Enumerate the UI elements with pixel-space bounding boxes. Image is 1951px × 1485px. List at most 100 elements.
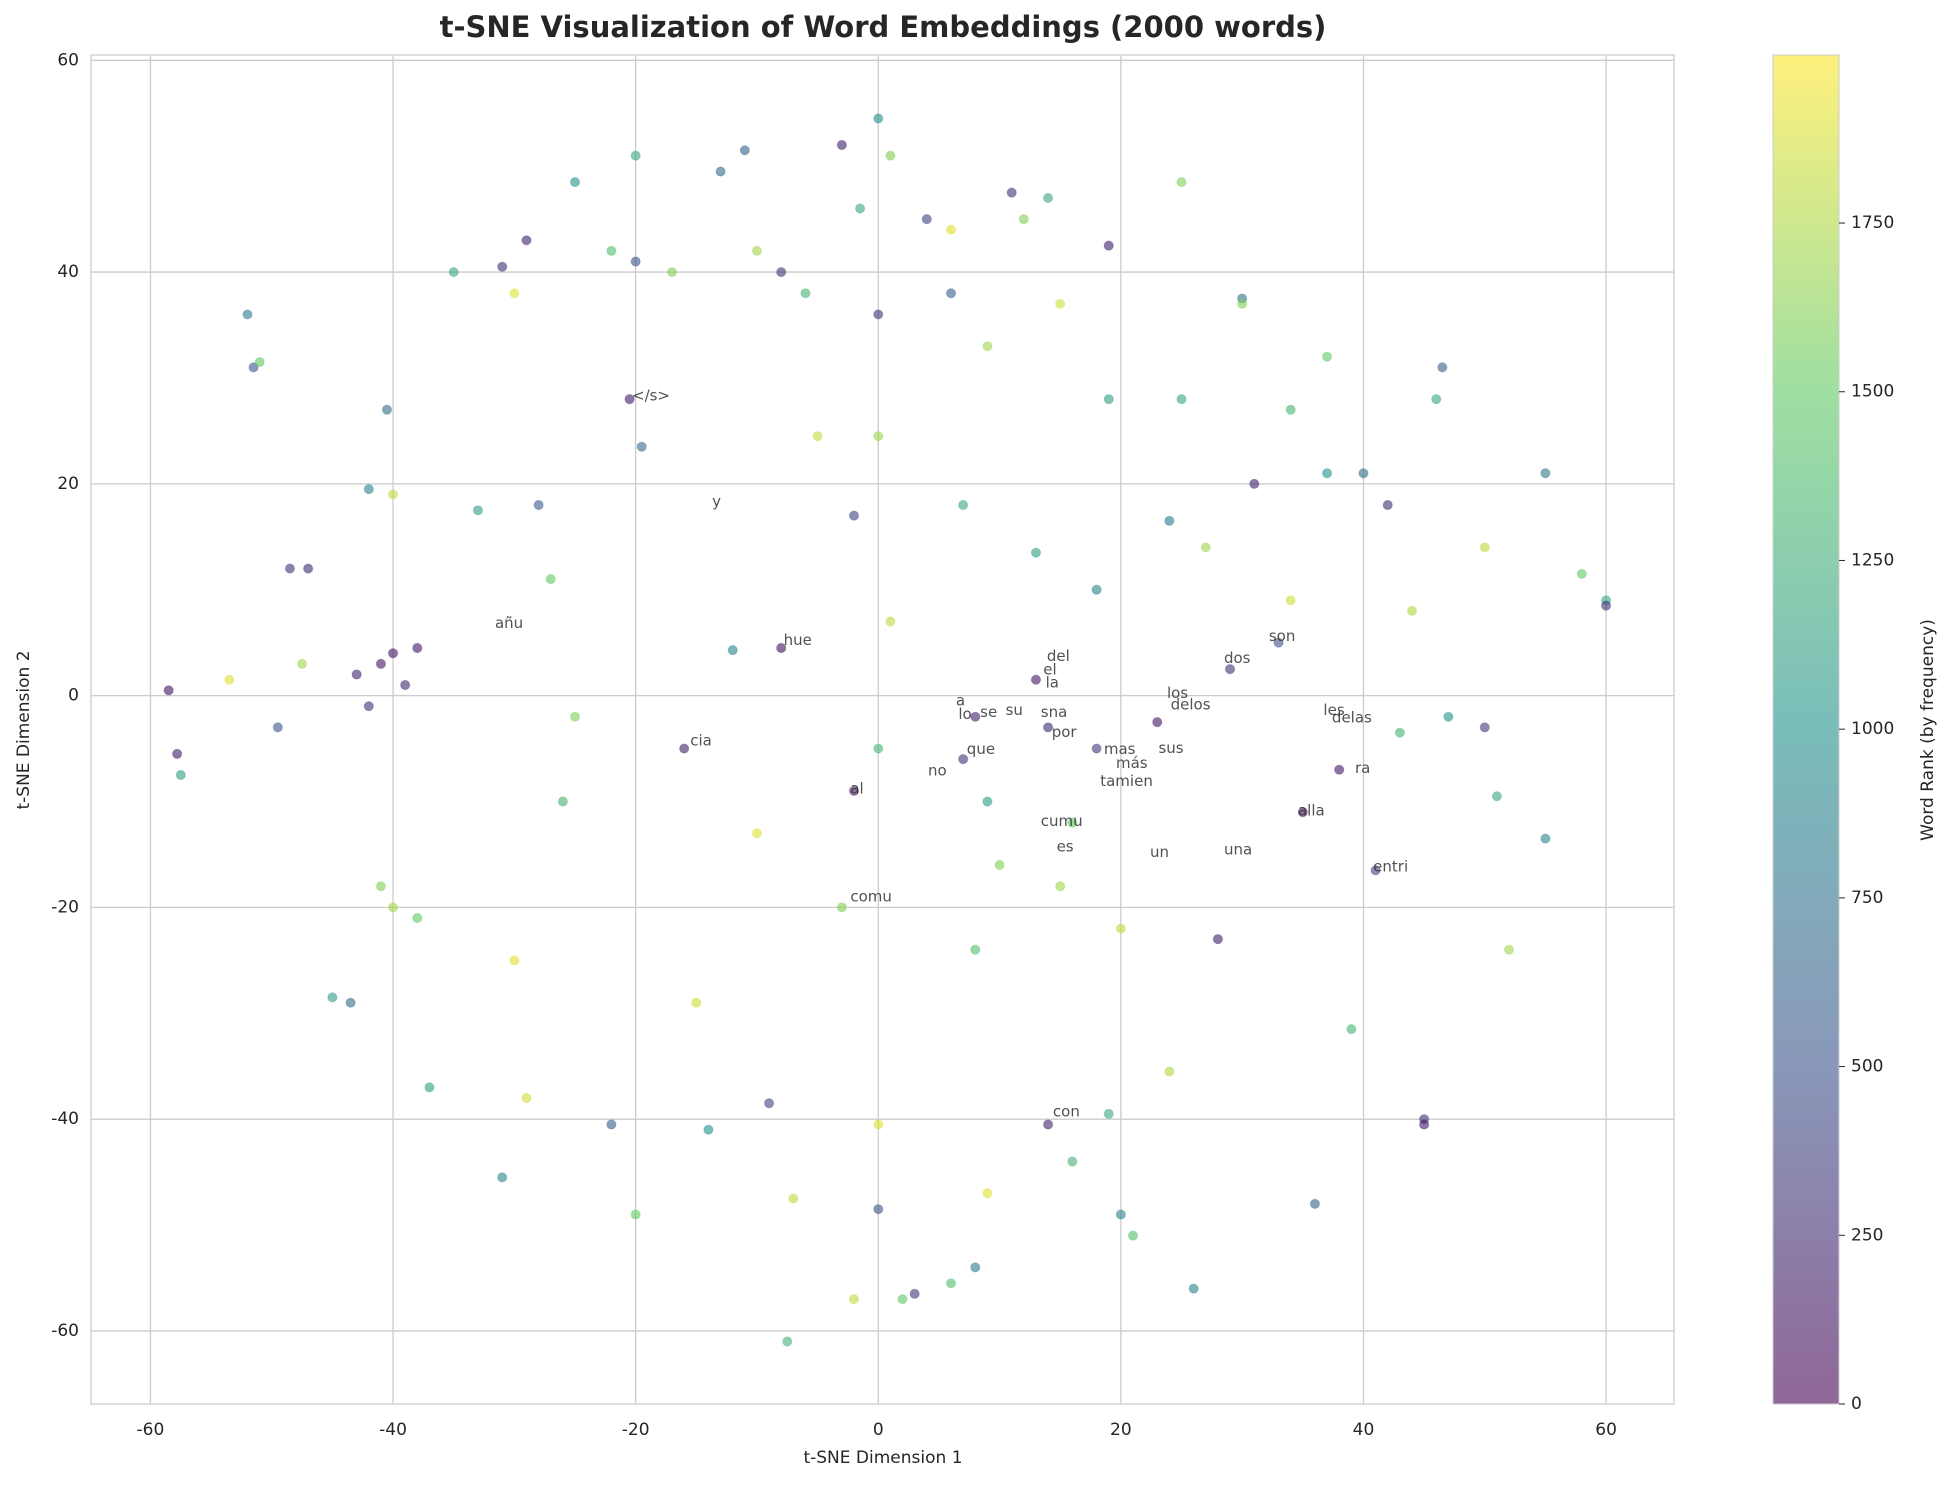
point — [1176, 176, 1187, 188]
word-label: mas — [1104, 740, 1136, 758]
word-label: dos — [1224, 649, 1251, 667]
word-label: cia — [690, 732, 712, 750]
point — [284, 563, 296, 574]
point — [557, 796, 568, 807]
point — [1394, 727, 1405, 738]
point — [381, 404, 393, 415]
point — [836, 902, 847, 913]
point — [533, 499, 544, 511]
colorbar: 0 250 500 750 1000 1250 1500 1750 — [1772, 54, 1894, 1414]
point — [1055, 881, 1066, 892]
point — [1067, 817, 1078, 828]
word-label: el — [1043, 661, 1056, 679]
point — [1503, 944, 1515, 955]
point — [412, 912, 423, 924]
word-label: del — [1047, 647, 1070, 665]
word-label: entri — [1373, 858, 1408, 876]
word-label: a — [956, 691, 965, 709]
chart-title: t-SNE Visualization of Word Embeddings (… — [440, 10, 1327, 44]
point — [836, 139, 847, 151]
word-label: no — [928, 761, 947, 779]
point — [873, 1204, 884, 1215]
point — [1055, 298, 1066, 309]
point — [509, 955, 520, 966]
point — [1358, 468, 1369, 479]
point — [897, 1294, 908, 1305]
point — [873, 431, 884, 442]
point — [303, 563, 314, 574]
point — [1321, 468, 1333, 479]
point — [497, 261, 508, 272]
y-tick-label: -60 — [51, 1321, 79, 1341]
point — [873, 113, 884, 124]
point — [1103, 240, 1114, 251]
word-label: con — [1053, 1102, 1080, 1120]
y-tick-label: -20 — [51, 897, 79, 917]
word-label: delos — [1171, 696, 1211, 714]
point — [1437, 362, 1448, 373]
point — [327, 992, 338, 1003]
point — [630, 256, 641, 267]
point — [715, 166, 726, 177]
x-tick-label: 60 — [1595, 1420, 1617, 1440]
word-label: </s> — [632, 386, 670, 404]
point — [272, 722, 283, 733]
point — [172, 748, 183, 759]
word-label: más — [1116, 754, 1148, 772]
word-label: una — [1224, 841, 1252, 859]
point — [1406, 605, 1418, 617]
point — [800, 288, 811, 299]
word-label: que — [967, 740, 995, 758]
word-label: los — [1167, 684, 1188, 702]
point — [994, 859, 1005, 871]
point — [387, 489, 399, 500]
point — [691, 997, 702, 1008]
points — [163, 113, 1612, 1347]
point — [175, 769, 186, 781]
point — [679, 743, 690, 754]
point — [363, 701, 374, 712]
point — [545, 574, 556, 585]
point — [521, 235, 532, 246]
colorbar-tick-label: 250 — [1851, 1225, 1883, 1245]
point — [1540, 833, 1551, 844]
x-tick-label: -20 — [622, 1420, 650, 1440]
point — [703, 1124, 714, 1135]
point — [1018, 214, 1029, 225]
point — [248, 362, 259, 373]
point — [242, 309, 253, 320]
point — [1164, 515, 1175, 527]
word-label: comu — [850, 887, 892, 905]
word-label: la — [1046, 673, 1059, 691]
point — [909, 1288, 920, 1299]
word-label: un — [1150, 843, 1169, 861]
point — [970, 1262, 981, 1273]
point — [1431, 394, 1442, 405]
point — [873, 743, 884, 754]
word-label: lo — [958, 705, 971, 723]
point — [854, 203, 866, 214]
point — [363, 484, 374, 495]
point — [1491, 791, 1502, 802]
point — [400, 679, 411, 691]
point — [1030, 674, 1042, 685]
point — [873, 309, 884, 320]
word-label: ra — [1355, 759, 1370, 777]
point — [788, 1193, 799, 1204]
point — [606, 1119, 617, 1130]
point — [945, 224, 957, 235]
word-label: y — [712, 492, 721, 510]
point — [945, 288, 957, 299]
point — [1006, 187, 1017, 198]
point — [921, 214, 932, 225]
point — [666, 266, 678, 278]
point — [1249, 478, 1260, 489]
point — [521, 1092, 532, 1104]
point — [1297, 806, 1308, 818]
point — [387, 648, 399, 659]
point — [296, 658, 308, 669]
word-label: alla — [1298, 802, 1325, 820]
point — [958, 499, 969, 511]
point — [1285, 404, 1296, 415]
